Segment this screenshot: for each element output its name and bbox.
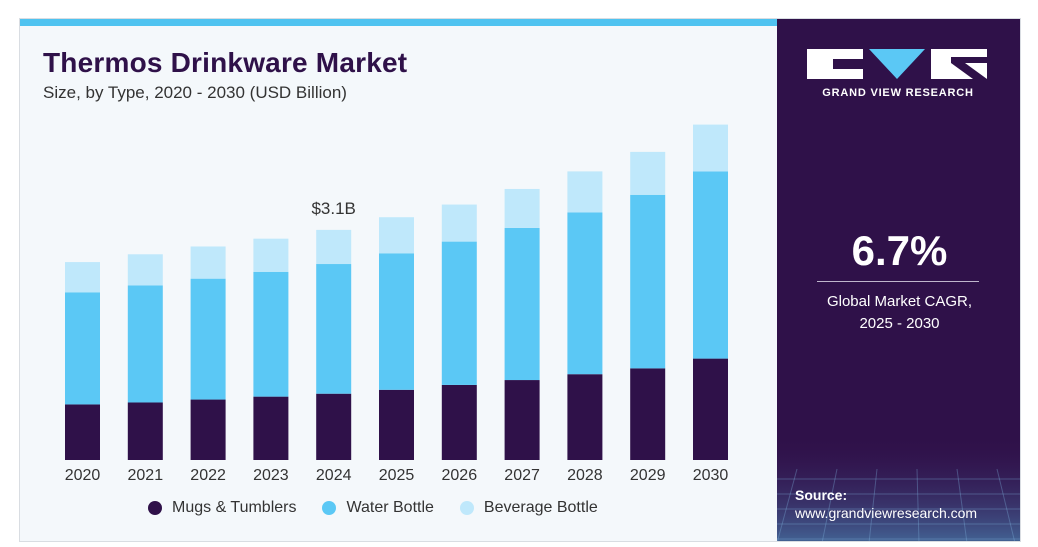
legend-label: Beverage Bottle (483, 499, 598, 516)
bar-2028-series-0 (567, 374, 603, 460)
bar-2027-series-0 (504, 380, 540, 460)
bar-2030-series-1 (693, 171, 728, 359)
bar-2030-series-2 (693, 124, 728, 172)
legend-swatch (148, 501, 162, 515)
legend-label: Mugs & Tumblers (172, 499, 297, 516)
legend-item-2: Beverage Bottle (459, 499, 598, 517)
bar-2024-series-2 (316, 229, 352, 265)
bar-2025-series-2 (379, 217, 414, 254)
cagr-value: 6.7% (851, 227, 948, 274)
bar-2030-series-0 (693, 358, 728, 460)
x-tick-label: 2029 (630, 467, 666, 484)
bar-2024-series-1 (316, 264, 352, 394)
bar-2026-series-2 (441, 204, 477, 242)
bar-2020-series-2 (65, 262, 100, 293)
bar-2023-series-0 (253, 396, 289, 460)
infographic-card: Thermos Drinkware Market Size, by Type, … (19, 18, 1021, 542)
source-url: www.grandviewresearch.com (795, 505, 978, 521)
x-tick-label: 2021 (128, 467, 164, 484)
logo-g-shape (807, 49, 863, 79)
x-tick-label: 2024 (316, 467, 352, 484)
bar-2023-series-2 (253, 238, 289, 272)
bar-2029-series-2 (630, 151, 666, 195)
bar-2022-series-1 (190, 278, 226, 400)
stacked-bar-chart: 2020 2021 2022 2023 2024 $3.1B 2025 2026 2027 202… (65, 124, 729, 484)
legend-swatch (322, 501, 337, 515)
legend-item-1: Water Bottle (322, 499, 434, 517)
grid-decoration (777, 439, 1020, 541)
chart-legend: Mugs & Tumblers Water Bottle Beverage Bott… (148, 499, 598, 517)
x-tick-label: 2022 (190, 467, 226, 484)
bar-2021-series-2 (127, 254, 163, 286)
bar-2027-series-1 (504, 227, 540, 381)
bar-2027-series-2 (504, 188, 540, 228)
data-label-annotation: $3.1B (311, 199, 355, 218)
x-tick-label: 2027 (504, 467, 540, 484)
cagr-label-line2: 2025 - 2030 (859, 315, 940, 332)
bar-2022-series-2 (190, 246, 226, 279)
cagr-divider (817, 281, 979, 282)
bar-2029-series-1 (630, 194, 666, 369)
sidebar-panel: GRAND VIEW RESEARCH 6.7% Global Market C… (777, 19, 1020, 541)
x-tick-label: 2020 (65, 467, 101, 484)
source-label: Source: (795, 487, 848, 503)
bar-2026-series-0 (441, 384, 477, 460)
legend-swatch (459, 501, 474, 515)
bar-2028-series-2 (567, 171, 603, 213)
bar-2026-series-1 (441, 241, 477, 385)
x-tick-label: 2028 (567, 467, 603, 484)
x-tick-label: 2030 (693, 467, 729, 484)
brand-name: GRAND VIEW RESEARCH (822, 87, 974, 99)
cagr-label: Global Market CAGR, 2025 - 2030 (777, 291, 1020, 335)
legend-label: Water Bottle (346, 499, 434, 516)
bar-2029-series-0 (630, 368, 666, 460)
x-tick-label: 2025 (379, 467, 415, 484)
bar-2028-series-1 (567, 212, 603, 375)
logo-v-shape (869, 49, 925, 79)
chart-title: Thermos Drinkware Market (43, 47, 408, 78)
bar-2025-series-0 (379, 389, 414, 460)
bar-2021-series-1 (127, 285, 163, 403)
bar-2020-series-0 (65, 404, 100, 460)
chart-subtitle: Size, by Type, 2020 - 2030 (USD Billion) (43, 83, 347, 102)
logo-mark-icon (807, 49, 989, 79)
x-tick-label: 2026 (442, 467, 478, 484)
logo-r-shape (931, 49, 987, 79)
x-tick-label: 2023 (253, 467, 289, 484)
accent-bar (20, 19, 778, 26)
bar-2025-series-1 (379, 253, 414, 390)
bar-2021-series-0 (127, 402, 163, 460)
bar-2020-series-1 (65, 292, 100, 405)
legend-item-0: Mugs & Tumblers (148, 499, 296, 517)
bar-2022-series-0 (190, 399, 226, 460)
cagr-label-line1: Global Market CAGR, (826, 293, 973, 310)
bar-2023-series-1 (253, 271, 289, 397)
brand-logo: GRAND VIEW RESEARCH (807, 49, 989, 99)
bar-2024-series-0 (316, 393, 352, 460)
